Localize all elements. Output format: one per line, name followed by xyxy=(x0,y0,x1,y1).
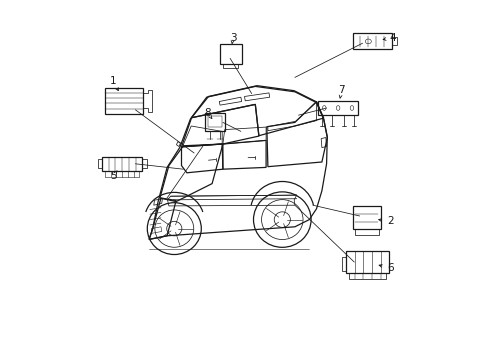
Text: 3: 3 xyxy=(229,33,236,43)
Text: 5: 5 xyxy=(110,171,116,181)
Text: 4: 4 xyxy=(389,33,395,43)
Text: 2: 2 xyxy=(386,216,393,226)
Text: 8: 8 xyxy=(204,108,211,118)
Text: 1: 1 xyxy=(110,76,116,86)
Text: 7: 7 xyxy=(338,85,345,95)
Text: 6: 6 xyxy=(386,263,393,273)
